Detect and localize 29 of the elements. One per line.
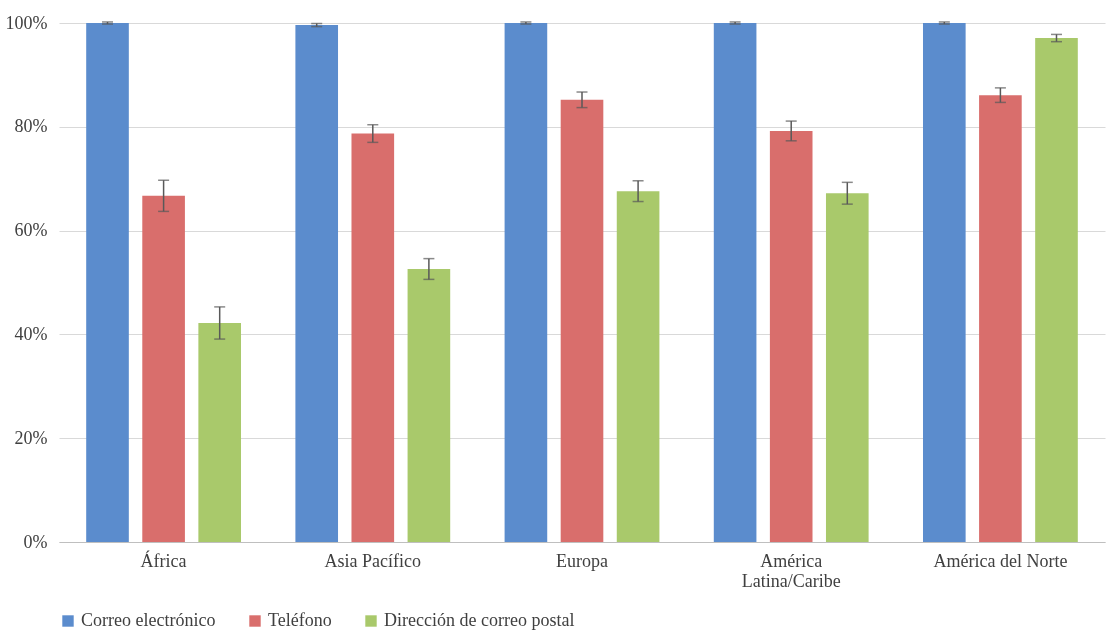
y-tick-label: 0%	[23, 531, 48, 552]
legend-label: Correo electrónico	[81, 610, 216, 630]
bar	[713, 23, 757, 542]
bar	[825, 193, 869, 542]
x-tick-label: Asia Pacífico	[324, 550, 422, 571]
bar	[351, 133, 395, 542]
y-tick-label: 40%	[14, 323, 48, 344]
bar	[979, 95, 1022, 542]
bar	[1035, 38, 1078, 542]
x-tick-label: Europa	[556, 550, 608, 571]
bar	[142, 195, 185, 542]
legend-label: Teléfono	[268, 610, 332, 630]
y-tick-label: 80%	[14, 116, 48, 137]
bar	[295, 25, 339, 542]
bar	[560, 99, 604, 542]
y-tick-label: 20%	[14, 427, 48, 448]
bar	[923, 23, 966, 542]
bar	[616, 191, 660, 542]
y-tick-label: 60%	[14, 220, 48, 241]
x-tick-label: América del Norte	[933, 550, 1068, 571]
legend-label: Dirección de correo postal	[384, 610, 575, 630]
x-tick-label: América Latina/Caribe	[741, 550, 841, 591]
bar	[86, 23, 129, 542]
bar	[198, 322, 241, 542]
x-tick-label: África	[140, 549, 187, 571]
y-tick-label: 100%	[5, 12, 48, 33]
bar	[407, 269, 451, 542]
bar	[504, 23, 548, 542]
bar	[769, 130, 813, 542]
